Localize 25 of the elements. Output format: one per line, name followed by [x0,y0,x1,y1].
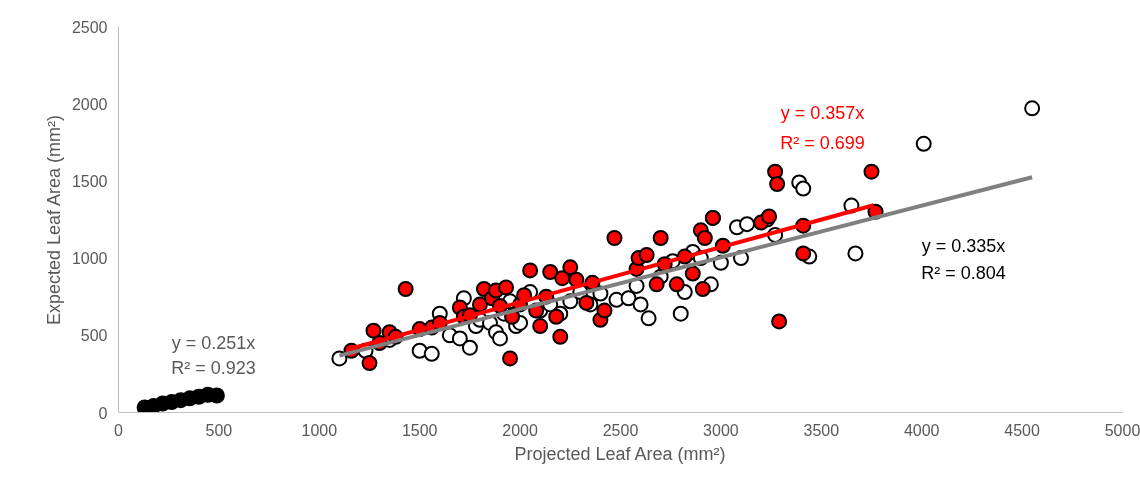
x-tick-label: 2000 [502,421,538,439]
x-tick-label: 4000 [903,421,940,439]
x-tick-label: 1000 [301,421,338,439]
annotation: y = 0.335x [921,235,1006,256]
x-tick-label: 2500 [602,421,639,439]
x-tick-label: 5000 [1104,421,1140,439]
x-tick-label: 4500 [1004,421,1040,439]
y-axis-title: Expected Leaf Area (mm²) [43,114,64,326]
x-tick-label: 500 [205,421,233,439]
annotation: R² = 0.699 [780,132,865,153]
x-tick-label: 3000 [703,421,739,439]
annotation: R² = 0.804 [921,262,1006,283]
y-tick-label: 500 [80,327,108,345]
x-tick-label: 0 [114,421,124,439]
x-tick-label: 3500 [803,421,840,439]
annotation: y = 0.357x [780,102,865,123]
y-tick-label: 2500 [71,18,108,36]
annotation: y = 0.251x [171,332,256,353]
y-tick-label: 1500 [71,172,108,190]
x-axis-title: Projected Leaf Area (mm²) [514,443,726,464]
y-tick-label: 0 [98,404,108,422]
y-tick-label: 1000 [71,250,108,268]
annotation: R² = 0.923 [171,357,256,378]
y-tick-label: 2000 [71,95,108,113]
x-tick-label: 1500 [401,421,438,439]
